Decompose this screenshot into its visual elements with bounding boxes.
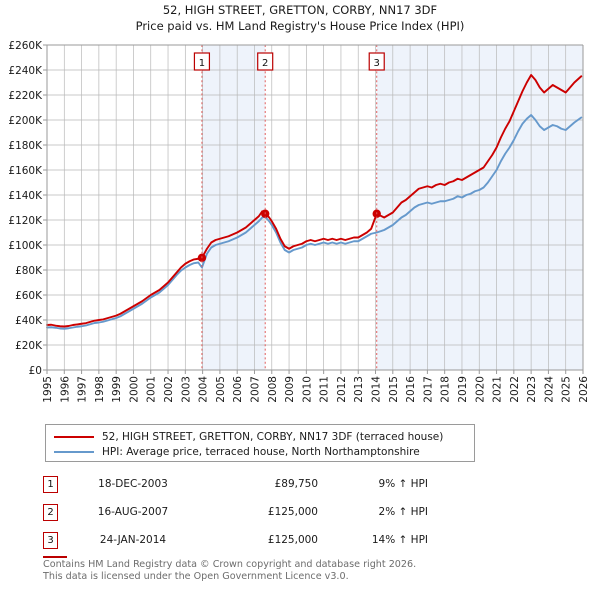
svg-text:2021: 2021 (492, 376, 504, 403)
event-badge-3: 3 (43, 531, 58, 549)
event-badge-1: 1 (43, 475, 58, 493)
svg-text:2023: 2023 (526, 376, 538, 403)
svg-text:1995: 1995 (42, 376, 54, 403)
footer-accent-rule (43, 556, 67, 558)
chart-legend: 52, HIGH STREET, GRETTON, CORBY, NN17 3D… (45, 424, 475, 462)
event-delta-3: 14% ↑ HPI (371, 534, 428, 546)
event-date-3: 24-JAN-2014 (99, 534, 167, 546)
event-delta-2: 2% ↑ HPI (378, 506, 428, 518)
svg-text:£0: £0 (29, 365, 42, 377)
svg-text:£180K: £180K (8, 140, 43, 152)
svg-text:1996: 1996 (59, 376, 71, 403)
page-subtitle: Price paid vs. HM Land Registry's House … (135, 19, 465, 33)
x-axis-tick-labels: 1995 1996 1997 1998 1999 2000 2001 2002 2003 2004… (42, 370, 590, 403)
svg-text:2019: 2019 (457, 376, 469, 403)
legend-swatch-property (54, 435, 94, 438)
svg-text:2013: 2013 (353, 376, 365, 403)
footer-attribution: Contains HM Land Registry data © Crown c… (43, 559, 583, 583)
svg-text:1999: 1999 (111, 376, 123, 403)
svg-text:2017: 2017 (422, 376, 434, 403)
legend-label-property: 52, HIGH STREET, GRETTON, CORBY, NN17 3D… (102, 430, 444, 443)
event-delta-1: 9% ↑ HPI (378, 478, 428, 490)
svg-text:2006: 2006 (232, 376, 244, 403)
event-price-1: £89,750 (274, 478, 318, 490)
page-title: 52, HIGH STREET, GRETTON, CORBY, NN17 3D… (162, 3, 438, 17)
svg-text:2: 2 (262, 58, 268, 69)
svg-text:2004: 2004 (198, 376, 210, 403)
svg-text:2012: 2012 (336, 376, 348, 403)
svg-text:2008: 2008 (267, 376, 279, 403)
svg-text:£100K: £100K (8, 240, 43, 252)
event-badge-2: 2 (43, 503, 58, 521)
svg-text:2015: 2015 (388, 376, 400, 403)
svg-text:£80K: £80K (15, 265, 43, 277)
svg-text:2009: 2009 (284, 376, 296, 403)
svg-text:2014: 2014 (371, 376, 383, 403)
legend-label-hpi: HPI: Average price, terraced house, Nort… (102, 445, 420, 458)
svg-text:2010: 2010 (301, 376, 313, 403)
svg-text:2000: 2000 (128, 376, 140, 403)
svg-text:£220K: £220K (8, 90, 43, 102)
price-history-line-chart: 1 2 3 £0 £20K £40K £60K £80K £100K £120K £140K £16… (8, 40, 590, 403)
svg-text:2001: 2001 (146, 376, 158, 403)
svg-text:2022: 2022 (509, 376, 521, 403)
chart-axis-lines (46, 44, 584, 371)
svg-text:2003: 2003 (180, 376, 192, 403)
svg-text:£240K: £240K (8, 65, 43, 77)
chart-plot-area: 1 2 3 £0 £20K £40K £60K £80K £100K £120K £140K £16… (8, 40, 590, 403)
svg-text:£140K: £140K (8, 190, 43, 202)
svg-text:2007: 2007 (249, 376, 261, 403)
svg-text:1997: 1997 (77, 376, 89, 403)
svg-text:£60K: £60K (15, 290, 43, 302)
footer-licence-line: This data is licensed under the Open Gov… (43, 571, 349, 582)
svg-text:3: 3 (374, 58, 380, 69)
svg-text:£20K: £20K (15, 340, 43, 352)
sale-events-table: 1 18-DEC-2003 £89,750 9% ↑ HPI 2 16-AUG-… (43, 470, 463, 554)
svg-text:£200K: £200K (8, 115, 43, 127)
chart-event-lines: 1 2 3 (193, 45, 385, 370)
svg-text:1: 1 (199, 58, 205, 69)
legend-item-property: 52, HIGH STREET, GRETTON, CORBY, NN17 3D… (54, 429, 466, 444)
legend-item-hpi: HPI: Average price, terraced house, Nort… (54, 444, 466, 459)
chart-series-lines (46, 74, 583, 330)
table-row: 3 24-JAN-2014 £125,000 14% ↑ HPI (43, 526, 463, 554)
svg-text:2005: 2005 (215, 376, 227, 403)
svg-text:£160K: £160K (8, 165, 43, 177)
svg-text:2020: 2020 (474, 376, 486, 403)
svg-text:1998: 1998 (94, 376, 106, 403)
svg-text:2018: 2018 (440, 376, 452, 403)
y-axis-tick-labels: £0 £20K £40K £60K £80K £100K £120K £140K £160K £1… (8, 40, 47, 377)
footer-copyright-line: Contains HM Land Registry data © Crown c… (43, 559, 417, 570)
table-row: 2 16-AUG-2007 £125,000 2% ↑ HPI (43, 498, 463, 526)
legend-swatch-hpi (54, 450, 94, 453)
chart-title-block: 52, HIGH STREET, GRETTON, CORBY, NN17 3D… (0, 2, 600, 34)
svg-text:£120K: £120K (8, 215, 43, 227)
event-price-2: £125,000 (267, 506, 318, 518)
svg-text:2026: 2026 (578, 376, 590, 403)
event-date-1: 18-DEC-2003 (98, 478, 168, 490)
svg-text:£260K: £260K (8, 40, 43, 52)
event-date-2: 16-AUG-2007 (97, 506, 169, 518)
svg-text:2016: 2016 (405, 376, 417, 403)
event-price-3: £125,000 (267, 534, 318, 546)
table-row: 1 18-DEC-2003 £89,750 9% ↑ HPI (43, 470, 463, 498)
svg-text:2011: 2011 (319, 376, 331, 403)
svg-text:2024: 2024 (543, 376, 555, 403)
svg-text:£40K: £40K (15, 315, 43, 327)
svg-text:2025: 2025 (561, 376, 573, 403)
svg-text:2002: 2002 (163, 376, 175, 403)
